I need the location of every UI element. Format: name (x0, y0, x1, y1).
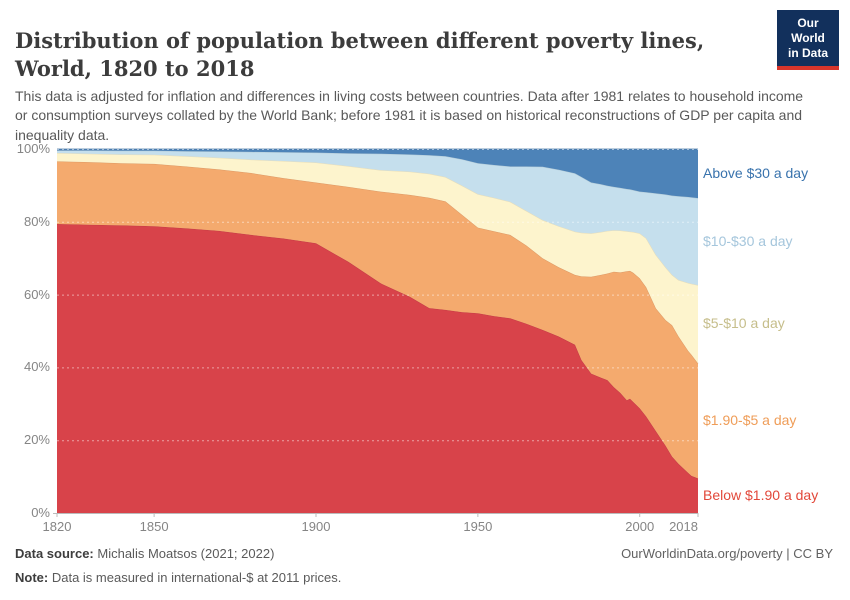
x-axis-tick-label-1900: 1900 (301, 519, 331, 534)
area-5-10-a-day[interactable] (57, 153, 698, 364)
legend-label-5-10-a-day[interactable]: $5-$10 a day (703, 315, 785, 332)
data-source-value: Michalis Moatsos (2021; 2022) (97, 546, 275, 561)
owid-logo-red-bar (777, 66, 839, 70)
x-axis-tick-label-2018: 2018 (669, 519, 698, 534)
y-axis-tick-label-20%: 20% (23, 432, 50, 448)
poverty-stacked-area-chart (53, 148, 699, 517)
x-axis-tick-label-1850: 1850 (139, 519, 169, 534)
credit-link[interactable]: OurWorldinData.org/poverty | CC BY (621, 546, 833, 561)
legend-label-1-90-5-a-day[interactable]: $1.90-$5 a day (703, 411, 797, 428)
y-axis-tick-label-0%: 0% (31, 505, 50, 520)
y-axis-tick-label-100%: 100% (16, 141, 50, 156)
area-1-90-5-a-day[interactable] (57, 161, 698, 479)
note-line: Note: Data is measured in international-… (15, 570, 835, 585)
note-label: Note: (15, 570, 49, 585)
owid-logo-text: Our World in Data (777, 10, 839, 66)
chart-footer: Data source: Michalis Moatsos (2021; 202… (15, 546, 835, 585)
data-source-label: Data source: (15, 546, 94, 561)
y-axis-tick-label-60%: 60% (23, 286, 50, 302)
boundary-10-30-a-day (57, 150, 699, 199)
x-axis-tick-label-1950: 1950 (463, 519, 493, 534)
note-value: Data is measured in international-$ at 2… (51, 570, 342, 585)
owid-logo-line1: Our World (791, 16, 825, 45)
y-axis-tick-label-80%: 80% (23, 213, 50, 229)
owid-logo[interactable]: Our World in Data (777, 10, 839, 70)
x-axis-tick-label-1820: 1820 (42, 519, 72, 534)
data-source-line: Data source: Michalis Moatsos (2021; 202… (15, 546, 835, 561)
area-above-30-a-day[interactable] (57, 149, 698, 199)
y-axis-tick-label-40%: 40% (23, 359, 50, 375)
chart-subtitle: This data is adjusted for inflation and … (15, 88, 804, 143)
legend-label-below-1-90-a-day[interactable]: Below $1.90 a day (703, 486, 819, 503)
legend-label-10-30-a-day[interactable]: $10-$30 a day (703, 232, 793, 249)
area-10-30-a-day[interactable] (57, 150, 698, 286)
legend-label-above-30-a-day[interactable]: Above $30 a day (703, 164, 809, 181)
owid-logo-line2: in Data (787, 46, 828, 60)
page-title: Distribution of population between diffe… (15, 28, 705, 81)
x-axis-tick-label-2000: 2000 (625, 519, 655, 534)
